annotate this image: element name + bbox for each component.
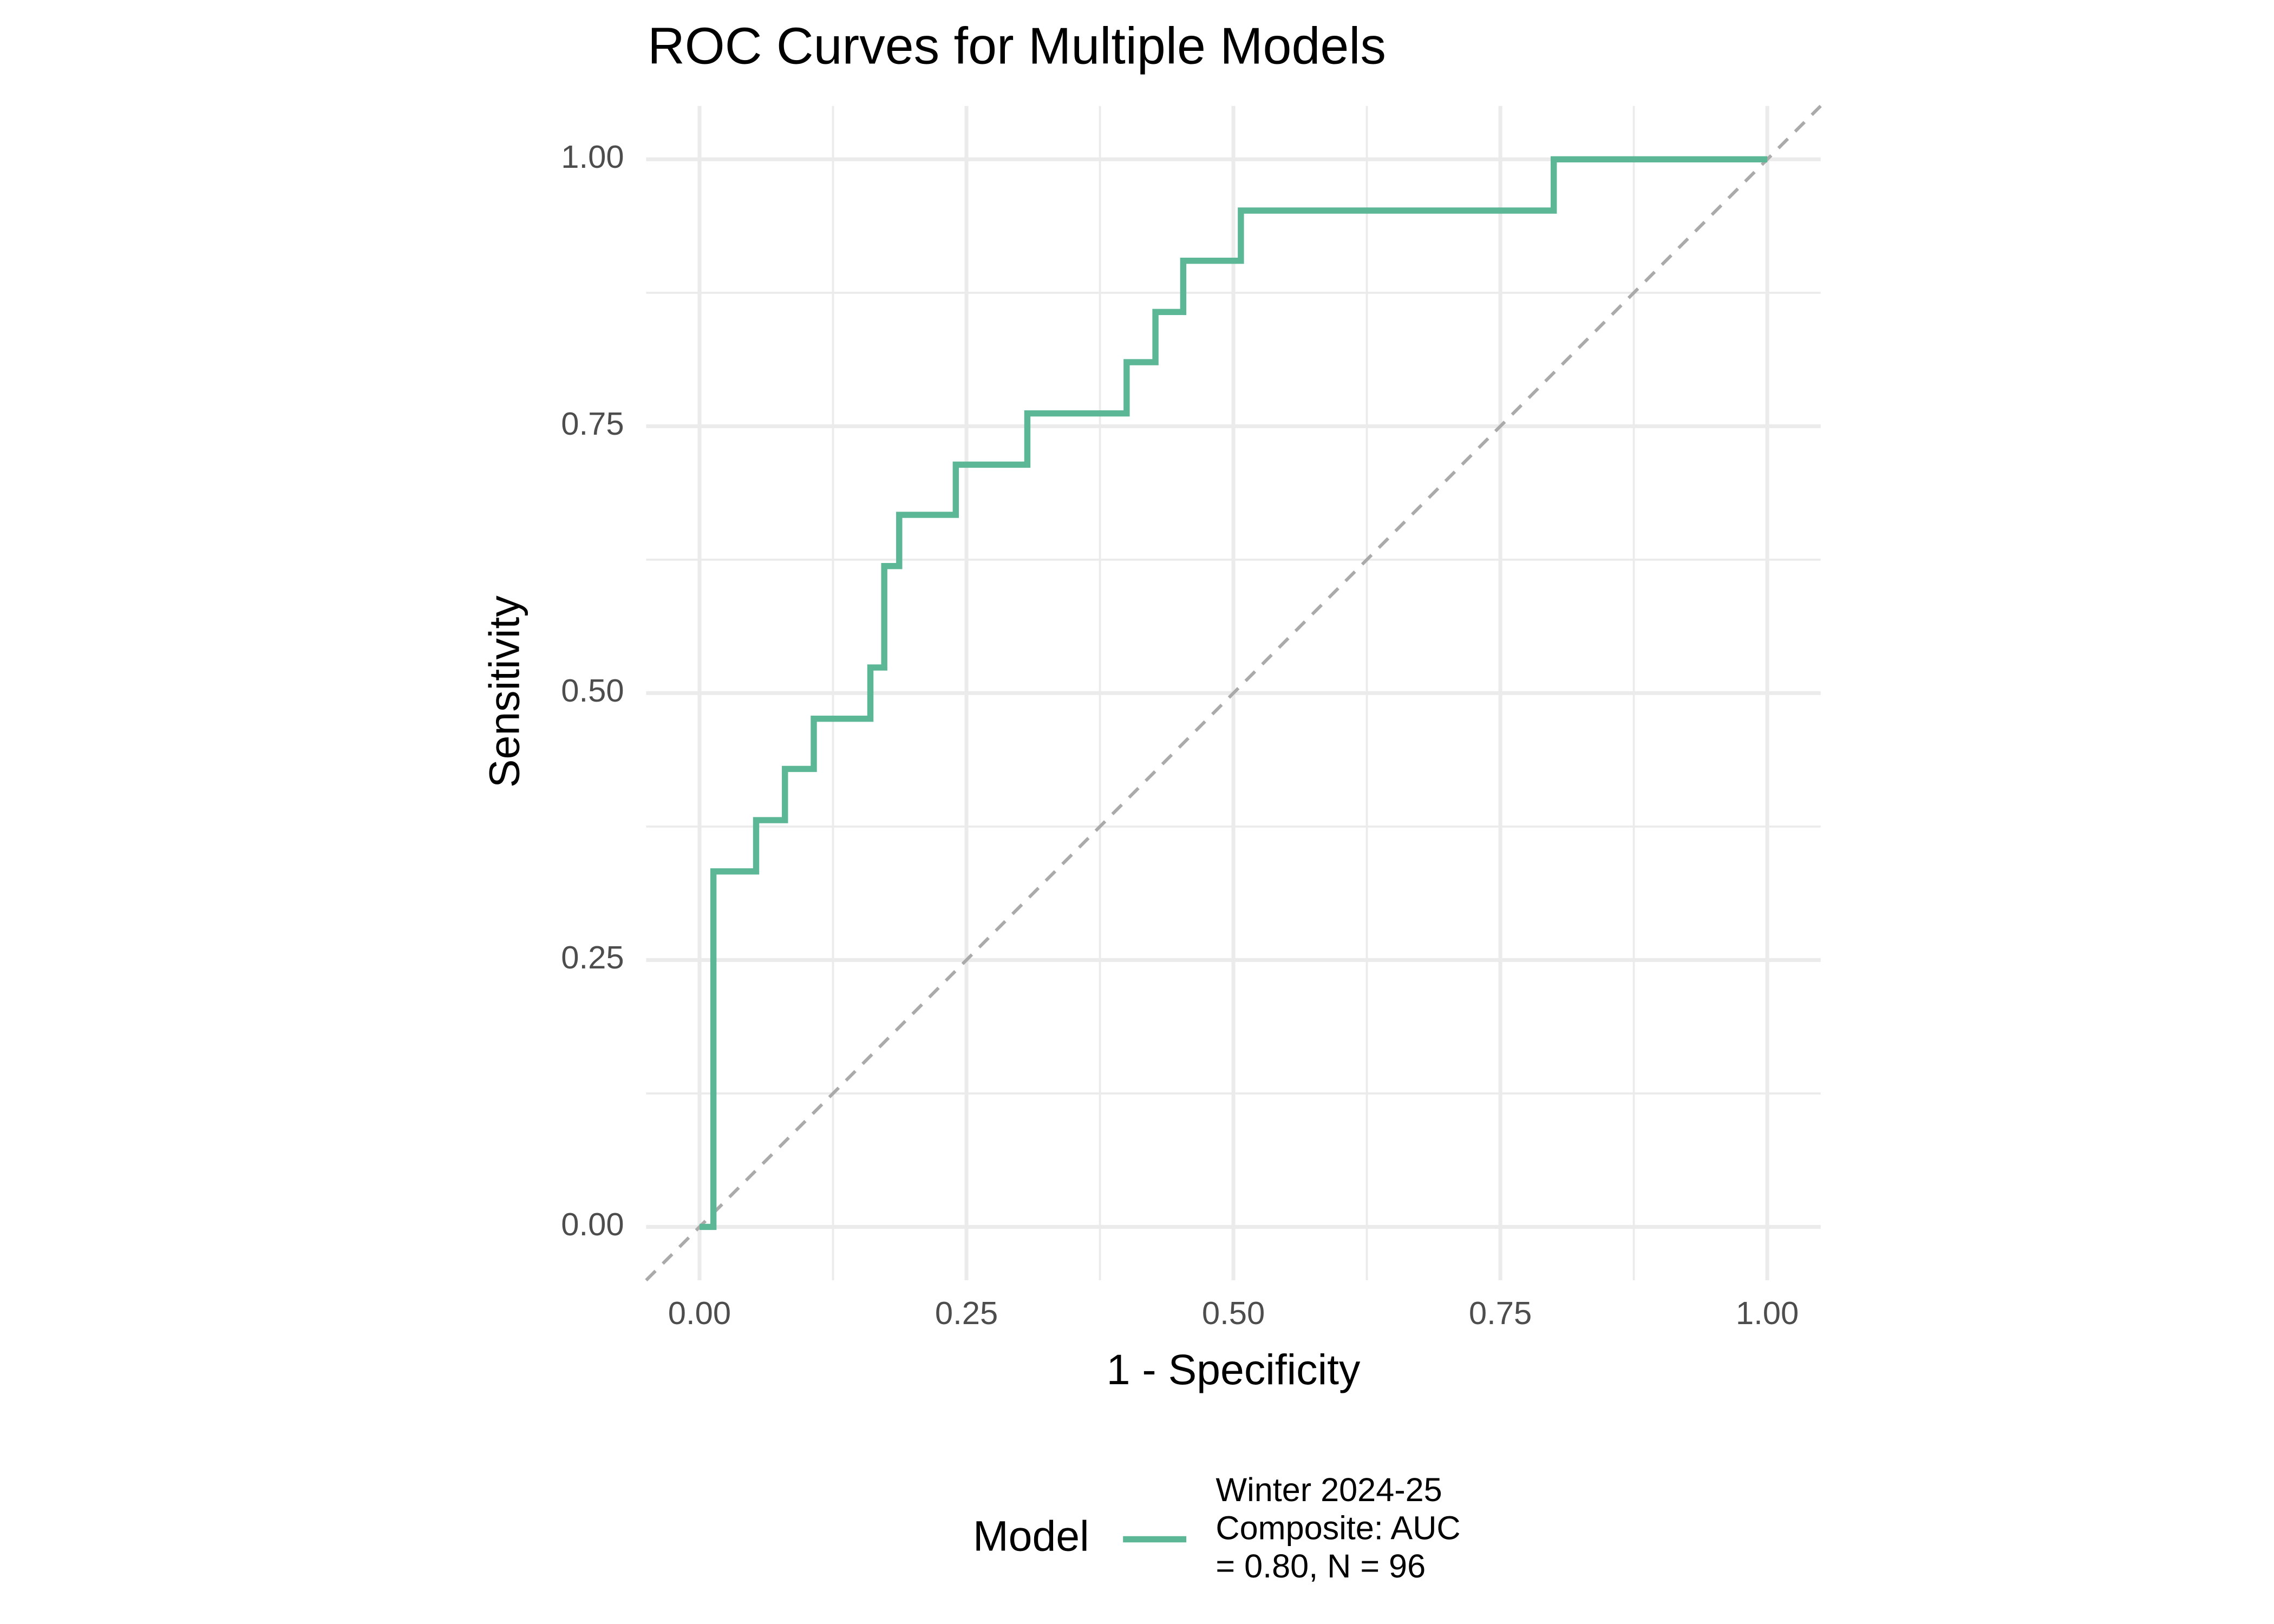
x-tick-label: 0.75 [1469, 1295, 1532, 1331]
y-tick-label: 0.00 [561, 1206, 624, 1242]
x-tick-label: 1.00 [1736, 1295, 1799, 1331]
x-tick-label: 0.00 [668, 1295, 731, 1331]
y-tick-label: 1.00 [561, 139, 624, 175]
legend-title: Model [973, 1512, 1089, 1560]
x-tick-label: 0.50 [1202, 1295, 1265, 1331]
y-tick-label: 0.75 [561, 405, 624, 442]
y-axis-title: Sensitivity [481, 595, 528, 788]
reference-diagonal [645, 104, 1822, 1282]
x-axis-title: 1 - Specificity [1107, 1346, 1361, 1393]
legend-label: Winter 2024-25 Composite: AUC = 0.80, N … [1216, 1471, 1461, 1585]
plot-area [645, 104, 1822, 1282]
y-tick-label: 0.25 [561, 939, 624, 975]
grid: 0.00 0.25 0.50 0.75 1.00 0.00 0.25 0.50 0.75 1.00 [561, 106, 1821, 1331]
x-tick-label: 0.25 [935, 1295, 998, 1331]
y-tick-label: 0.50 [561, 672, 624, 709]
roc-curve [700, 156, 1768, 1230]
legend-entry: Winter 2024-25 Composite: AUC = 0.80, N … [1216, 1471, 1461, 1585]
chart-title: ROC Curves for Multiple Models [648, 18, 1386, 75]
legend: Model Winter 2024-25 Composite: AUC = 0.… [973, 1471, 1461, 1585]
